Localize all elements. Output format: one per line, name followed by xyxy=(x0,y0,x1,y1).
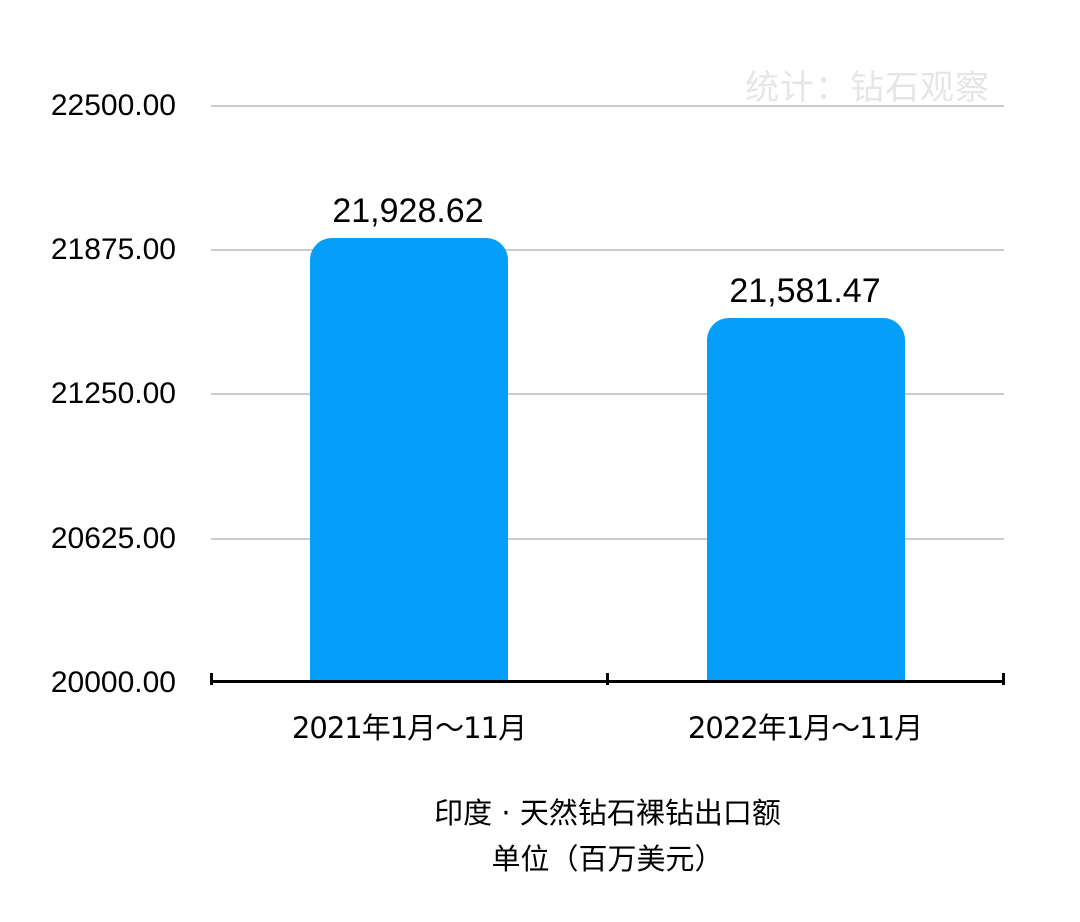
chart-title: 印度 · 天然钻石裸钻出口额 xyxy=(434,796,781,830)
bar-value-label-2022: 21,581.47 xyxy=(729,272,881,310)
gridline-20625 xyxy=(211,538,1004,540)
y-tick-label: 21875.00 xyxy=(50,233,176,266)
bar-2021 xyxy=(310,238,508,681)
bar-2022 xyxy=(707,318,905,681)
chart-unit-label: 单位（百万美元） xyxy=(491,842,724,876)
y-tick-label: 20000.00 xyxy=(50,666,176,699)
y-tick-label: 21250.00 xyxy=(50,377,176,410)
x-category-label: 2021年1月～11月 xyxy=(291,711,527,745)
gridline-21875 xyxy=(211,249,1004,251)
x-axis-tick xyxy=(210,673,213,685)
bar-value-label-2021: 21,928.62 xyxy=(332,192,484,230)
y-tick-label: 22500.00 xyxy=(50,89,176,122)
x-axis-tick xyxy=(606,673,609,685)
x-axis-tick xyxy=(1002,673,1005,685)
watermark: 统计：钻石观察 xyxy=(745,68,990,108)
gridline-22500 xyxy=(211,105,1004,107)
gridline-21250 xyxy=(211,393,1004,395)
x-category-label: 2022年1月～11月 xyxy=(687,711,923,745)
y-tick-label: 20625.00 xyxy=(50,522,176,555)
